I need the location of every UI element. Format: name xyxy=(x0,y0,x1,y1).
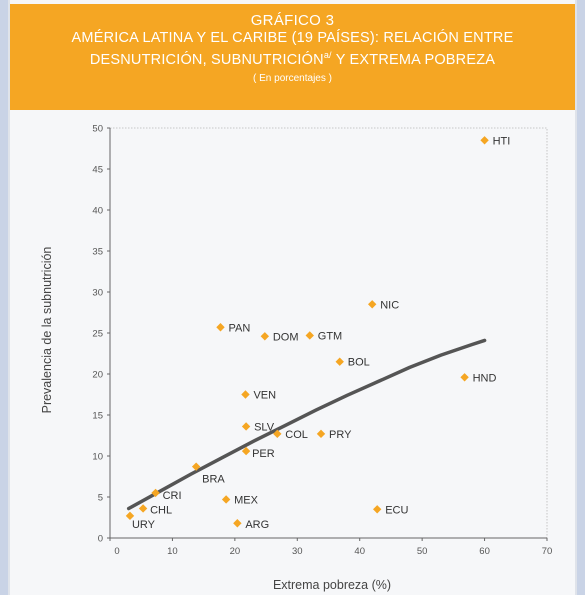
y-tick-label: 30 xyxy=(92,288,103,299)
background-stripe-left xyxy=(0,0,8,595)
data-label-chl: CHL xyxy=(150,504,172,516)
data-point-bra xyxy=(191,462,201,471)
data-point-col xyxy=(273,429,282,439)
x-tick-label: 40 xyxy=(354,546,365,557)
data-point-slv xyxy=(241,422,251,431)
data-point-dom xyxy=(260,332,270,341)
x-axis-label: Extrema pobreza (%) xyxy=(272,578,392,592)
y-tick-label: 45 xyxy=(92,165,103,176)
x-tick-label: 50 xyxy=(417,546,428,557)
data-point-ury xyxy=(125,511,135,521)
trend-line xyxy=(126,338,487,511)
x-tick-label: 30 xyxy=(292,546,303,557)
data-label-hti: HTI xyxy=(493,135,511,147)
y-axis-label: Prevalencia de la subnutrición xyxy=(40,246,54,414)
background-stripe-right xyxy=(577,0,585,595)
chart-title-line-2b: Y EXTREMA POBREZA xyxy=(331,51,496,68)
y-tick-label: 20 xyxy=(92,370,103,381)
y-tick-label: 25 xyxy=(92,329,103,340)
data-label-cri: CRI xyxy=(163,490,182,502)
data-point-ecu xyxy=(372,505,382,514)
x-tick-label: 10 xyxy=(167,546,178,557)
x-tick-label: 20 xyxy=(230,546,241,557)
data-point-hti xyxy=(480,136,489,145)
y-tick-label: 35 xyxy=(92,247,103,258)
data-label-slv: SLV xyxy=(254,421,275,433)
data-label-col: COL xyxy=(285,429,308,441)
data-label-gtm: GTM xyxy=(318,330,342,342)
data-label-arg: ARG xyxy=(245,519,269,531)
data-point-arg xyxy=(233,519,242,528)
x-tick-label: 0 xyxy=(114,546,119,557)
y-tick-label: 15 xyxy=(92,411,103,422)
data-label-ury: URY xyxy=(132,519,156,531)
chart-title-line-1: AMÉRICA LATINA Y EL CARIBE (19 PAÍSES): … xyxy=(71,30,514,46)
data-label-nic: NIC xyxy=(380,299,399,311)
data-point-pry xyxy=(316,429,326,439)
chart-header: GRÁFICO 3 AMÉRICA LATINA Y EL CARIBE (19… xyxy=(10,4,575,110)
data-point-chl xyxy=(138,504,148,513)
chart-title: AMÉRICA LATINA Y EL CARIBE (19 PAÍSES): … xyxy=(10,30,575,69)
data-point-bol xyxy=(335,357,344,366)
chart-number: GRÁFICO 3 xyxy=(250,12,335,29)
data-label-ven: VEN xyxy=(253,390,276,402)
data-label-bra: BRA xyxy=(202,474,225,486)
data-point-pan xyxy=(216,323,225,332)
data-label-ecu: ECU xyxy=(385,504,408,516)
y-tick-label: 10 xyxy=(92,452,103,463)
y-tick-label: 40 xyxy=(92,206,103,217)
data-label-pan: PAN xyxy=(228,322,250,334)
chart-subtitle: ( En porcentajes ) xyxy=(253,72,332,84)
y-tick-label: 50 xyxy=(92,124,103,135)
data-label-per: PER xyxy=(252,448,275,460)
data-point-per xyxy=(241,446,251,456)
chart-title-line-2: DESNUTRICIÓN, SUBNUTRICIÓNa/ Y EXTREMA P… xyxy=(10,47,575,69)
data-point-cri xyxy=(151,488,160,498)
y-tick-label: 5 xyxy=(98,493,103,504)
data-point-hnd xyxy=(460,373,469,382)
chart-title-line-2a: DESNUTRICIÓN, SUBNUTRICIÓN xyxy=(89,51,324,68)
y-tick-label: 0 xyxy=(98,534,103,545)
footnote-marker: a/ xyxy=(323,50,332,60)
data-label-dom: DOM xyxy=(273,331,299,343)
data-label-bol: BOL xyxy=(348,357,370,369)
data-point-mex xyxy=(221,495,231,504)
data-label-hnd: HND xyxy=(473,372,497,384)
data-label-pry: PRY xyxy=(329,429,352,441)
data-label-mex: MEX xyxy=(234,494,258,506)
data-point-gtm xyxy=(305,331,314,340)
data-point-ven xyxy=(241,390,250,399)
data-point-nic xyxy=(368,300,377,309)
x-tick-label: 70 xyxy=(542,546,553,557)
x-tick-label: 60 xyxy=(479,546,490,557)
